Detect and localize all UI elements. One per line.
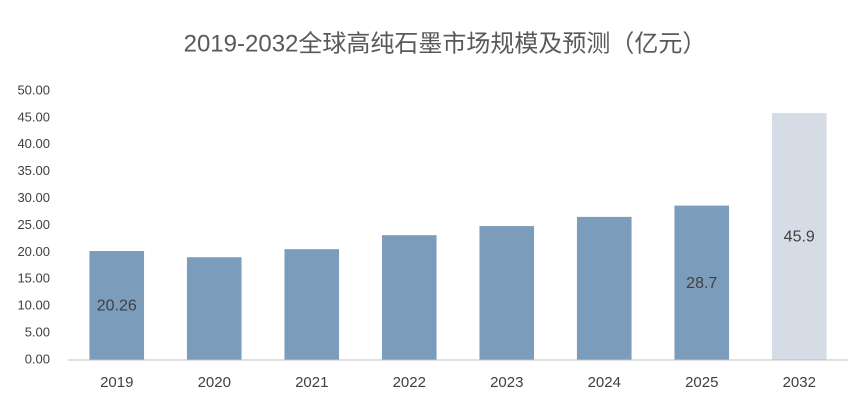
x-tick-label: 2019 [100,374,133,391]
bar [284,249,340,360]
bar [186,257,242,360]
bar [576,216,632,360]
bar [674,205,730,360]
data-label: 45.9 [784,229,815,246]
bar [479,226,535,360]
x-tick-label: 2023 [490,374,523,391]
x-tick-label: 2032 [783,374,816,391]
bar [381,235,437,360]
x-tick-label: 2021 [295,374,328,391]
data-label: 20.26 [97,298,137,315]
y-tick-label: 20.00 [17,244,50,259]
chart-title: 2019-2032全球高纯石墨市场规模及预测（亿元） [184,30,707,57]
y-tick-label: 5.00 [25,325,50,340]
bar [771,113,827,360]
x-tick-label: 2022 [393,374,426,391]
y-tick-label: 25.00 [17,217,50,232]
y-tick-label: 50.00 [17,82,50,97]
x-tick-label: 2024 [588,374,621,391]
data-label: 28.7 [686,275,717,292]
y-tick-label: 30.00 [17,190,50,205]
bar [89,251,145,360]
y-tick-label: 0.00 [25,351,50,366]
y-tick-label: 40.00 [17,136,50,151]
y-tick-label: 15.00 [17,271,50,286]
y-tick-label: 45.00 [17,109,50,124]
x-tick-label: 2020 [198,374,231,391]
y-tick-label: 10.00 [17,298,50,313]
x-tick-label: 2025 [685,374,718,391]
y-tick-label: 35.00 [17,163,50,178]
